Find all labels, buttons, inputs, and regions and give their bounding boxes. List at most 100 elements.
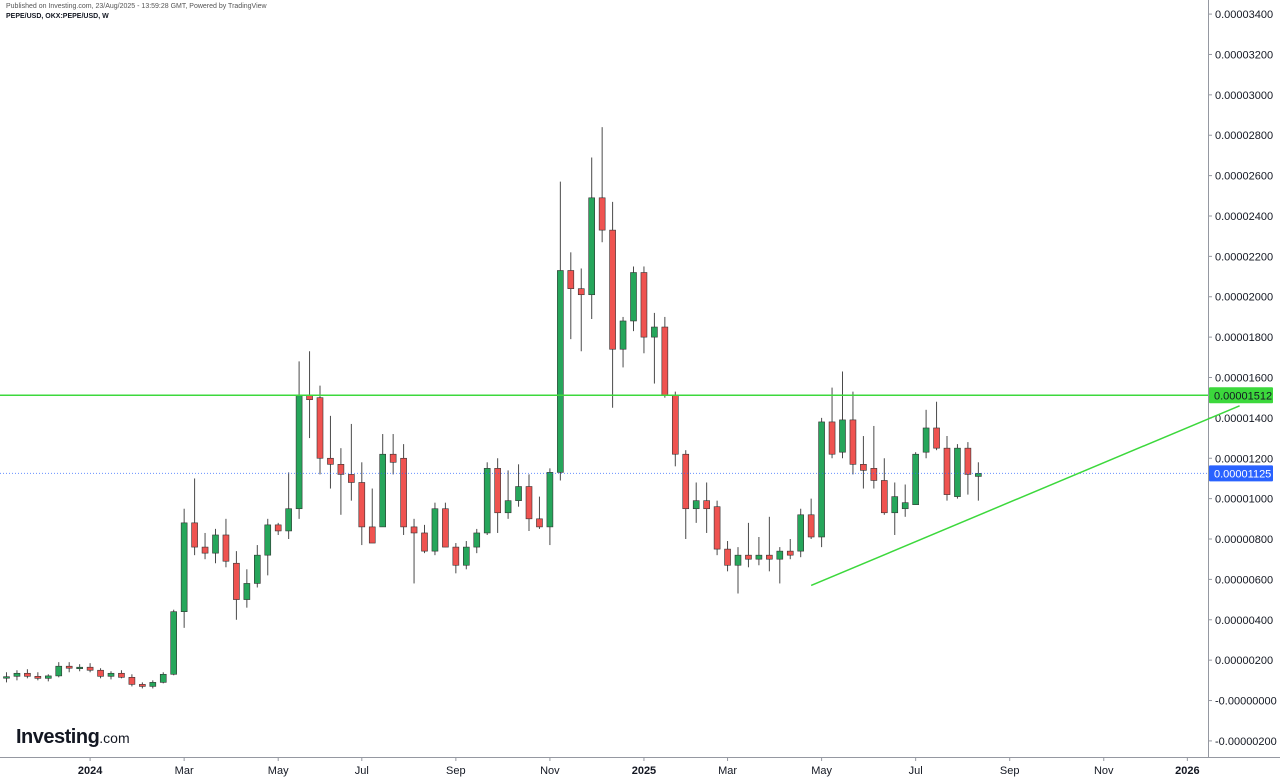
- candle[interactable]: [922, 409, 930, 459]
- candle[interactable]: [118, 670, 125, 679]
- candle[interactable]: [3, 672, 10, 683]
- candle[interactable]: [483, 462, 491, 535]
- candle[interactable]: [34, 672, 42, 681]
- candle[interactable]: [964, 442, 972, 495]
- candle[interactable]: [671, 391, 679, 467]
- candle[interactable]: [776, 547, 784, 584]
- candle-body: [149, 682, 157, 687]
- candle[interactable]: [713, 500, 721, 556]
- candle[interactable]: [692, 482, 700, 523]
- candle[interactable]: [504, 470, 512, 519]
- x-tick-label: May: [268, 765, 289, 777]
- candle[interactable]: [933, 401, 940, 451]
- candle[interactable]: [421, 524, 428, 554]
- candle[interactable]: [954, 444, 961, 499]
- candle[interactable]: [609, 201, 616, 408]
- candle[interactable]: [44, 674, 52, 682]
- candle[interactable]: [368, 488, 376, 544]
- candle[interactable]: [734, 547, 742, 594]
- candle[interactable]: [630, 266, 637, 332]
- candle[interactable]: [243, 569, 251, 608]
- candle[interactable]: [55, 662, 63, 678]
- candle[interactable]: [295, 361, 303, 519]
- candle[interactable]: [577, 268, 585, 352]
- candle[interactable]: [745, 522, 752, 568]
- candle[interactable]: [682, 450, 690, 540]
- candle[interactable]: [222, 518, 230, 568]
- candle[interactable]: [13, 670, 21, 681]
- candle[interactable]: [912, 452, 919, 505]
- candle[interactable]: [703, 482, 710, 533]
- candle[interactable]: [546, 468, 554, 546]
- candle[interactable]: [849, 391, 857, 475]
- candle[interactable]: [159, 672, 167, 684]
- candle[interactable]: [65, 662, 73, 673]
- candle[interactable]: [212, 528, 219, 564]
- candle[interactable]: [651, 312, 658, 384]
- candle[interactable]: [567, 252, 575, 340]
- candle[interactable]: [901, 484, 909, 517]
- candle[interactable]: [107, 671, 115, 680]
- candle[interactable]: [839, 371, 846, 459]
- candle[interactable]: [128, 674, 136, 687]
- candle[interactable]: [661, 316, 669, 398]
- candle[interactable]: [943, 436, 951, 501]
- candle-body: [3, 676, 10, 679]
- candle[interactable]: [431, 502, 439, 556]
- candle[interactable]: [170, 609, 177, 676]
- candle[interactable]: [191, 478, 198, 556]
- candle[interactable]: [828, 387, 836, 459]
- candle[interactable]: [755, 536, 763, 566]
- candle[interactable]: [97, 668, 104, 679]
- candle[interactable]: [515, 464, 522, 507]
- candle[interactable]: [818, 417, 825, 548]
- candle[interactable]: [870, 425, 878, 489]
- candle[interactable]: [797, 508, 805, 558]
- candle[interactable]: [724, 541, 731, 572]
- candle[interactable]: [640, 266, 648, 354]
- candle[interactable]: [233, 551, 240, 620]
- candle[interactable]: [880, 458, 888, 515]
- candle[interactable]: [139, 682, 146, 689]
- candle[interactable]: [473, 528, 481, 554]
- candle[interactable]: [557, 181, 564, 481]
- candle[interactable]: [201, 532, 209, 560]
- candle[interactable]: [348, 423, 355, 501]
- candle[interactable]: [327, 415, 334, 489]
- candle[interactable]: [807, 498, 815, 540]
- candle[interactable]: [76, 664, 83, 672]
- candle[interactable]: [274, 522, 282, 535]
- candle[interactable]: [536, 496, 543, 529]
- candle[interactable]: [975, 462, 982, 501]
- candle[interactable]: [264, 518, 272, 576]
- candle[interactable]: [494, 458, 501, 533]
- candle[interactable]: [24, 669, 31, 679]
- candle[interactable]: [337, 448, 345, 515]
- candle[interactable]: [525, 474, 533, 531]
- candle[interactable]: [285, 472, 292, 540]
- candle[interactable]: [358, 462, 366, 546]
- candle[interactable]: [389, 434, 397, 475]
- candle[interactable]: [462, 541, 470, 570]
- candle[interactable]: [786, 539, 794, 560]
- candle[interactable]: [588, 157, 596, 319]
- candle[interactable]: [149, 680, 157, 689]
- candle[interactable]: [766, 516, 773, 572]
- candle[interactable]: [86, 663, 94, 673]
- candle[interactable]: [180, 508, 188, 628]
- candle-body: [222, 534, 230, 562]
- candle[interactable]: [254, 545, 261, 588]
- candle[interactable]: [891, 482, 899, 535]
- candle[interactable]: [452, 543, 460, 574]
- y-tick-label: 0.00000800: [1215, 534, 1273, 546]
- candle[interactable]: [316, 385, 324, 475]
- candle[interactable]: [598, 127, 606, 243]
- candle[interactable]: [379, 434, 387, 528]
- support-trendline[interactable]: [810, 405, 1240, 587]
- candle[interactable]: [619, 316, 627, 368]
- candle[interactable]: [410, 518, 418, 584]
- candle[interactable]: [400, 444, 407, 535]
- candle[interactable]: [442, 502, 449, 548]
- candle[interactable]: [860, 436, 867, 489]
